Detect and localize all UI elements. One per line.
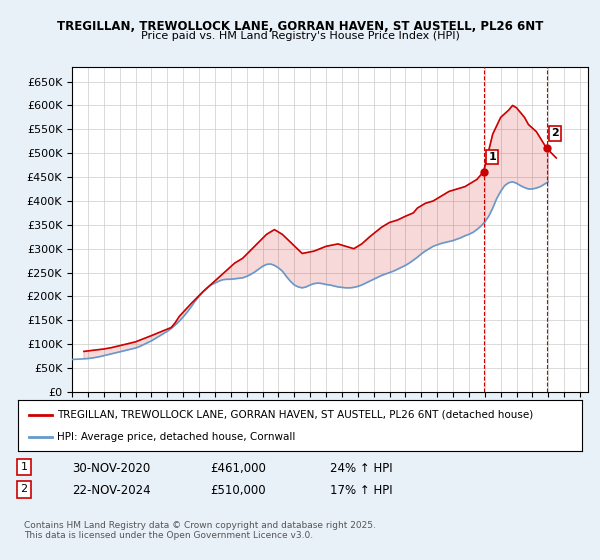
Text: HPI: Average price, detached house, Cornwall: HPI: Average price, detached house, Corn…: [58, 432, 296, 442]
Text: 24% ↑ HPI: 24% ↑ HPI: [330, 462, 392, 475]
Text: 22-NOV-2024: 22-NOV-2024: [72, 484, 151, 497]
Text: £461,000: £461,000: [210, 462, 266, 475]
Text: Price paid vs. HM Land Registry's House Price Index (HPI): Price paid vs. HM Land Registry's House …: [140, 31, 460, 41]
Text: Contains HM Land Registry data © Crown copyright and database right 2025.
This d: Contains HM Land Registry data © Crown c…: [24, 521, 376, 540]
Text: 30-NOV-2020: 30-NOV-2020: [72, 462, 150, 475]
Text: 2: 2: [20, 484, 28, 494]
Text: 2: 2: [551, 128, 559, 138]
Text: 17% ↑ HPI: 17% ↑ HPI: [330, 484, 392, 497]
Text: £510,000: £510,000: [210, 484, 266, 497]
Text: 1: 1: [488, 152, 496, 162]
Text: TREGILLAN, TREWOLLOCK LANE, GORRAN HAVEN, ST AUSTELL, PL26 6NT: TREGILLAN, TREWOLLOCK LANE, GORRAN HAVEN…: [57, 20, 543, 32]
Text: TREGILLAN, TREWOLLOCK LANE, GORRAN HAVEN, ST AUSTELL, PL26 6NT (detached house): TREGILLAN, TREWOLLOCK LANE, GORRAN HAVEN…: [58, 409, 534, 419]
Text: 1: 1: [20, 462, 28, 472]
